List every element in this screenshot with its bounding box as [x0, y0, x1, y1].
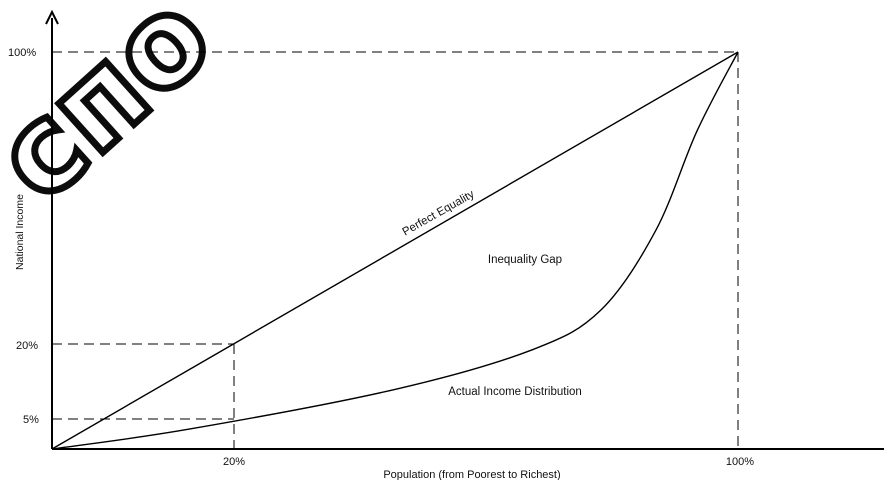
- guide-lines: [52, 51, 739, 449]
- actual-income-label: Actual Income Distribution: [448, 386, 582, 398]
- perfect-equality-label: Perfect Equality: [401, 188, 477, 238]
- y-tick-20: 20%: [16, 340, 38, 352]
- y-tick-labels: 100% 20% 5%: [8, 47, 39, 426]
- perfect-equality-line: [51, 51, 739, 450]
- x-tick-labels: 20% 100%: [223, 456, 754, 468]
- watermark-text: спо: [0, 0, 238, 228]
- curves: [51, 51, 739, 450]
- watermark: спо: [0, 0, 241, 232]
- axes: [51, 18, 884, 450]
- y-tick-5: 5%: [23, 414, 39, 426]
- actual-income-curve: [51, 51, 739, 450]
- y-axis-arrow-icon: [45, 9, 59, 25]
- y-tick-100: 100%: [8, 47, 36, 59]
- inequality-gap-label: Inequality Gap: [488, 254, 562, 266]
- x-axis-title: Population (from Poorest to Richest): [383, 469, 560, 480]
- x-tick-100: 100%: [726, 456, 754, 468]
- x-tick-20: 20%: [223, 456, 245, 468]
- y-axis-title: National Income: [14, 194, 26, 270]
